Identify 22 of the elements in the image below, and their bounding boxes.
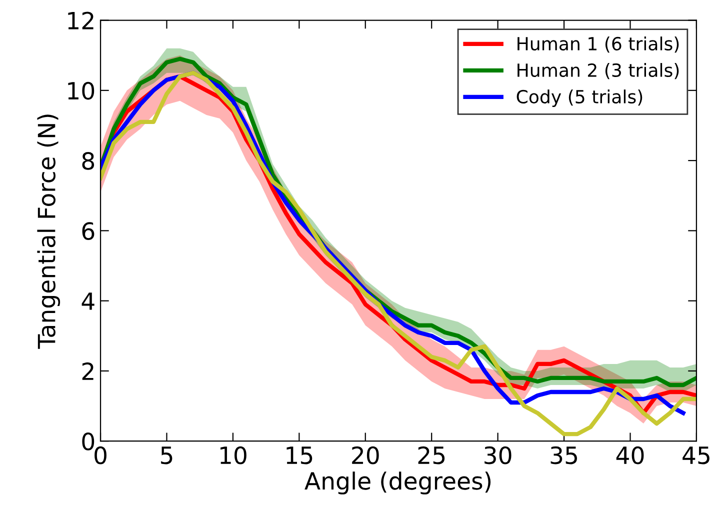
x-tick-label: 0: [94, 446, 106, 464]
x-axis-title: Angle (degrees): [304, 472, 491, 494]
x-tick-label: 10: [220, 446, 246, 464]
legend-label: Cody (5 trials): [516, 90, 642, 108]
x-tick-label: 15: [286, 446, 312, 464]
legend-label: Human 1 (6 trials): [518, 36, 679, 53]
legend-label: Human 2 (3 trials): [518, 63, 679, 80]
x-tick-label: 45: [682, 446, 710, 464]
x-tick-label: 20: [352, 446, 379, 464]
x-tick-label: 5: [161, 446, 172, 464]
y-tick-label: 6: [82, 222, 94, 240]
y-axis-title: Tangential Force (N): [37, 114, 60, 349]
y-tick-label: 2: [82, 362, 94, 380]
y-tick-label: 0: [82, 432, 94, 450]
x-tick-label: 35: [550, 446, 577, 464]
y-tick-label: 12: [68, 12, 94, 30]
y-tick-label: 10: [68, 82, 94, 100]
y-tick-label: 8: [82, 152, 94, 170]
y-tick-label: 4: [82, 292, 94, 310]
x-tick-label: 25: [418, 446, 445, 464]
x-tick-label: 30: [484, 446, 512, 464]
x-tick-label: 40: [616, 446, 644, 464]
